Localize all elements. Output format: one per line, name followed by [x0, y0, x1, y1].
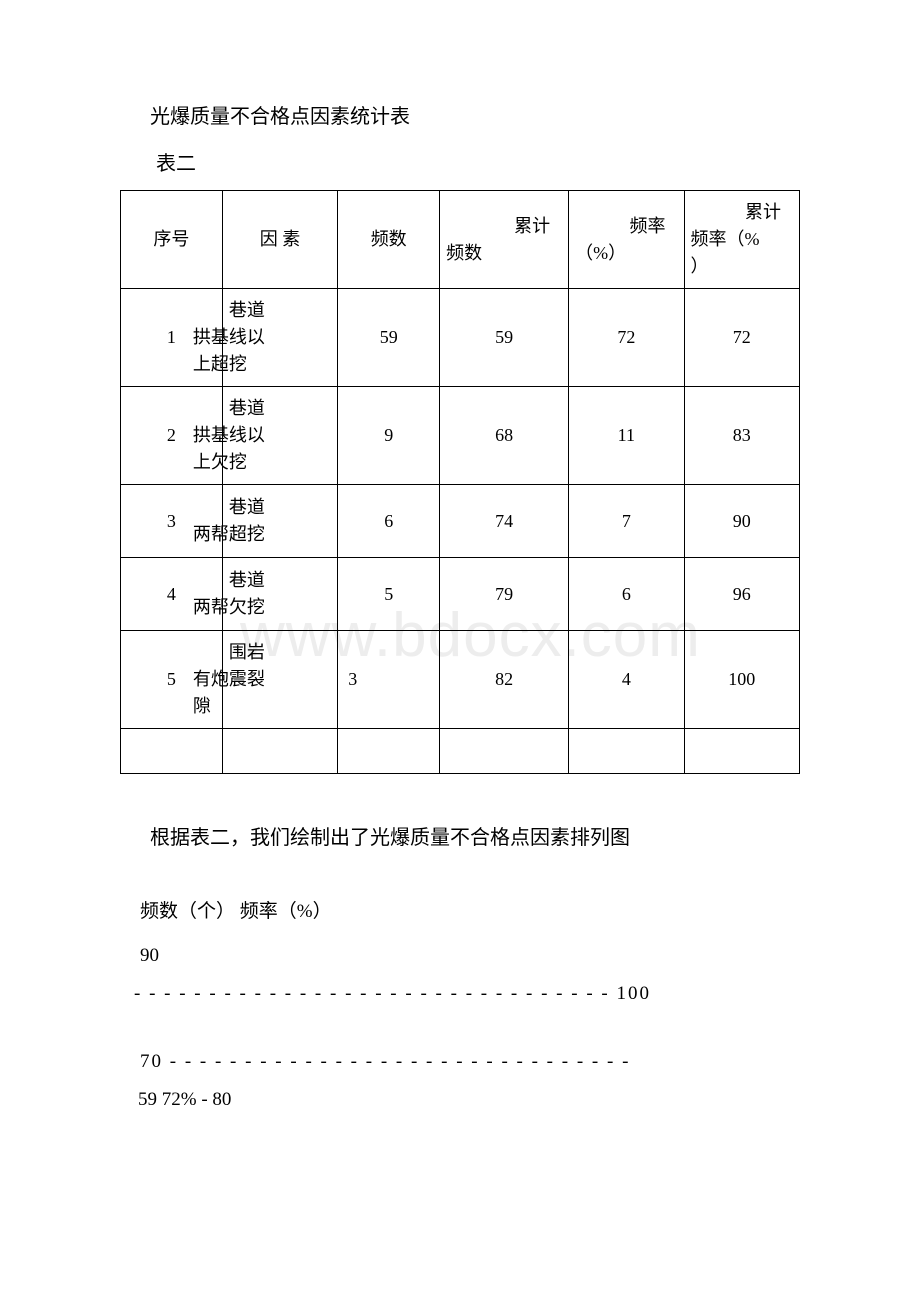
cell-cumrate: 72: [684, 289, 799, 387]
header-rate: 频率 （%）: [569, 191, 684, 289]
cell-cumfreq: 59: [440, 289, 569, 387]
chart-text-last: 59 72% - 80: [138, 1089, 800, 1111]
factor-line: 拱基线以: [193, 324, 265, 351]
header-cumfreq-l1: 累计: [514, 216, 550, 236]
header-cumfreq: 累计 频数: [440, 191, 569, 289]
cell-freq: 6: [338, 485, 440, 558]
table-row: 3 巷道 两帮超挖 6 74 7 90: [121, 485, 800, 558]
cell-factor: 围岩 有炮震裂 隙: [222, 631, 337, 729]
cell-factor: 巷道 拱基线以 上超挖: [222, 289, 337, 387]
factor-line: 巷道: [229, 497, 265, 517]
chart-dash-100: - - - - - - - - - - - - - - - - - - - - …: [134, 983, 800, 1005]
table-title: 光爆质量不合格点因素统计表: [150, 100, 800, 129]
factor-line: 两帮欠挖: [193, 594, 265, 621]
table-subtitle: 表二: [156, 147, 800, 176]
factor-line: 两帮超挖: [193, 521, 265, 548]
cell-rate: 11: [569, 387, 684, 485]
cell-freq: 9: [338, 387, 440, 485]
factor-line: 拱基线以: [193, 422, 265, 449]
header-seq: 序号: [121, 191, 223, 289]
page-content: 光爆质量不合格点因素统计表 表二 序号 因 素 频数 累计 频数 频率 （%）: [0, 0, 920, 1111]
factor-line: 围岩: [229, 642, 265, 662]
cell-freq: 5: [338, 558, 440, 631]
cell-factor: 巷道 两帮超挖: [222, 485, 337, 558]
header-cumrate-l2: 频率（%: [691, 229, 760, 249]
cell-rate: 6: [569, 558, 684, 631]
header-freq: 频数: [338, 191, 440, 289]
factor-line: 上欠挖: [193, 449, 247, 476]
cell-rate: 4: [569, 631, 684, 729]
cell-cumrate: 90: [684, 485, 799, 558]
cell-cumfreq: 82: [440, 631, 569, 729]
cell-cumrate: 83: [684, 387, 799, 485]
cell-factor: 巷道 两帮欠挖: [222, 558, 337, 631]
chart-axis-labels: 频数（个） 频率（%）: [140, 896, 800, 923]
chart-dash-70: 70 - - - - - - - - - - - - - - - - - - -…: [140, 1051, 800, 1073]
table-row: 4 巷道 两帮欠挖 5 79 6 96: [121, 558, 800, 631]
header-rate-l2: （%）: [575, 243, 626, 263]
table-row: 5 围岩 有炮震裂 隙 3 82 4 100: [121, 631, 800, 729]
header-factor: 因 素: [222, 191, 337, 289]
cell-factor: 巷道 拱基线以 上欠挖: [222, 387, 337, 485]
header-rate-l1: 频率: [630, 216, 666, 236]
table-header-row: 序号 因 素 频数 累计 频数 频率 （%） 累计 频率（% ）: [121, 191, 800, 289]
cell-cumfreq: 68: [440, 387, 569, 485]
factor-line: 巷道: [229, 570, 265, 590]
header-cumfreq-l2: 频数: [446, 243, 482, 263]
factor-line: 上超挖: [193, 351, 247, 378]
factors-table: 序号 因 素 频数 累计 频数 频率 （%） 累计 频率（% ）: [120, 190, 800, 774]
factor-line: 巷道: [229, 398, 265, 418]
factor-line: 有炮震裂: [193, 666, 265, 693]
cell-cumfreq: 74: [440, 485, 569, 558]
cell-rate: 72: [569, 289, 684, 387]
table-row: 2 巷道 拱基线以 上欠挖 9 68 11 83: [121, 387, 800, 485]
table-row-empty: [121, 729, 800, 774]
cell-freq: 3: [338, 631, 440, 729]
cell-rate: 7: [569, 485, 684, 558]
cell-cumfreq: 79: [440, 558, 569, 631]
header-cumrate: 累计 频率（% ）: [684, 191, 799, 289]
header-cumrate-l3: ）: [691, 256, 709, 276]
factor-line: 巷道: [229, 300, 265, 320]
cell-cumrate: 96: [684, 558, 799, 631]
factor-line: 隙: [193, 693, 211, 720]
header-cumrate-l1: 累计: [745, 202, 781, 222]
cell-cumrate: 100: [684, 631, 799, 729]
table-row: 1 巷道 拱基线以 上超挖 59 59 72 72: [121, 289, 800, 387]
cell-freq: 59: [338, 289, 440, 387]
chart-text-90: 90: [140, 945, 800, 967]
body-paragraph: 根据表二，我们绘制出了光爆质量不合格点因素排列图: [150, 822, 800, 854]
